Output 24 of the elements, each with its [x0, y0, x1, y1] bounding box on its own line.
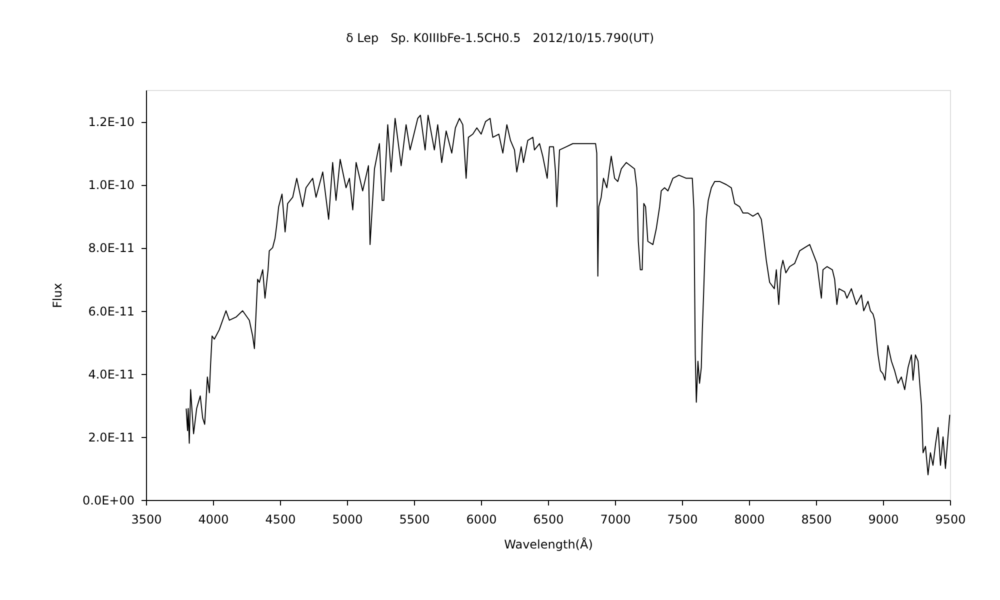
x-tick-label: 9500 — [935, 512, 966, 526]
x-tick-label: 7000 — [600, 512, 631, 526]
chart-title: δ Lep Sp. K0IIIbFe-1.5CH0.5 2012/10/15.790(UT) — [346, 31, 654, 45]
x-tick-label: 9000 — [868, 512, 899, 526]
y-tick-label: 4.0E-11 — [88, 367, 134, 382]
line-series — [186, 114, 950, 476]
x-tick-label: 6000 — [466, 512, 497, 526]
x-tick-label: 5000 — [332, 512, 363, 526]
y-tick-label: 8.0E-11 — [88, 241, 134, 256]
x-tick-label: 6500 — [533, 512, 564, 526]
y-tick-label: 2.0E-11 — [88, 430, 134, 444]
x-tick-label: 4500 — [265, 512, 296, 526]
x-tick-label: 4000 — [198, 512, 229, 526]
x-tick-label: 5500 — [399, 512, 430, 526]
x-tick-label: 7500 — [667, 512, 698, 526]
x-tick-label: 8000 — [734, 512, 765, 526]
y-tick-label: 1.0E-10 — [88, 178, 134, 192]
x-tick-label: 8500 — [801, 512, 832, 526]
x-axis-title: Wavelength(Å) — [504, 536, 593, 552]
y-axis-title: Flux — [50, 283, 65, 308]
y-tick-label: 6.0E-11 — [88, 304, 134, 318]
y-tick-label: 0.0E+00 — [82, 494, 134, 508]
x-tick-label: 3500 — [131, 512, 162, 526]
y-tick-label: 1.2E-10 — [88, 115, 134, 130]
